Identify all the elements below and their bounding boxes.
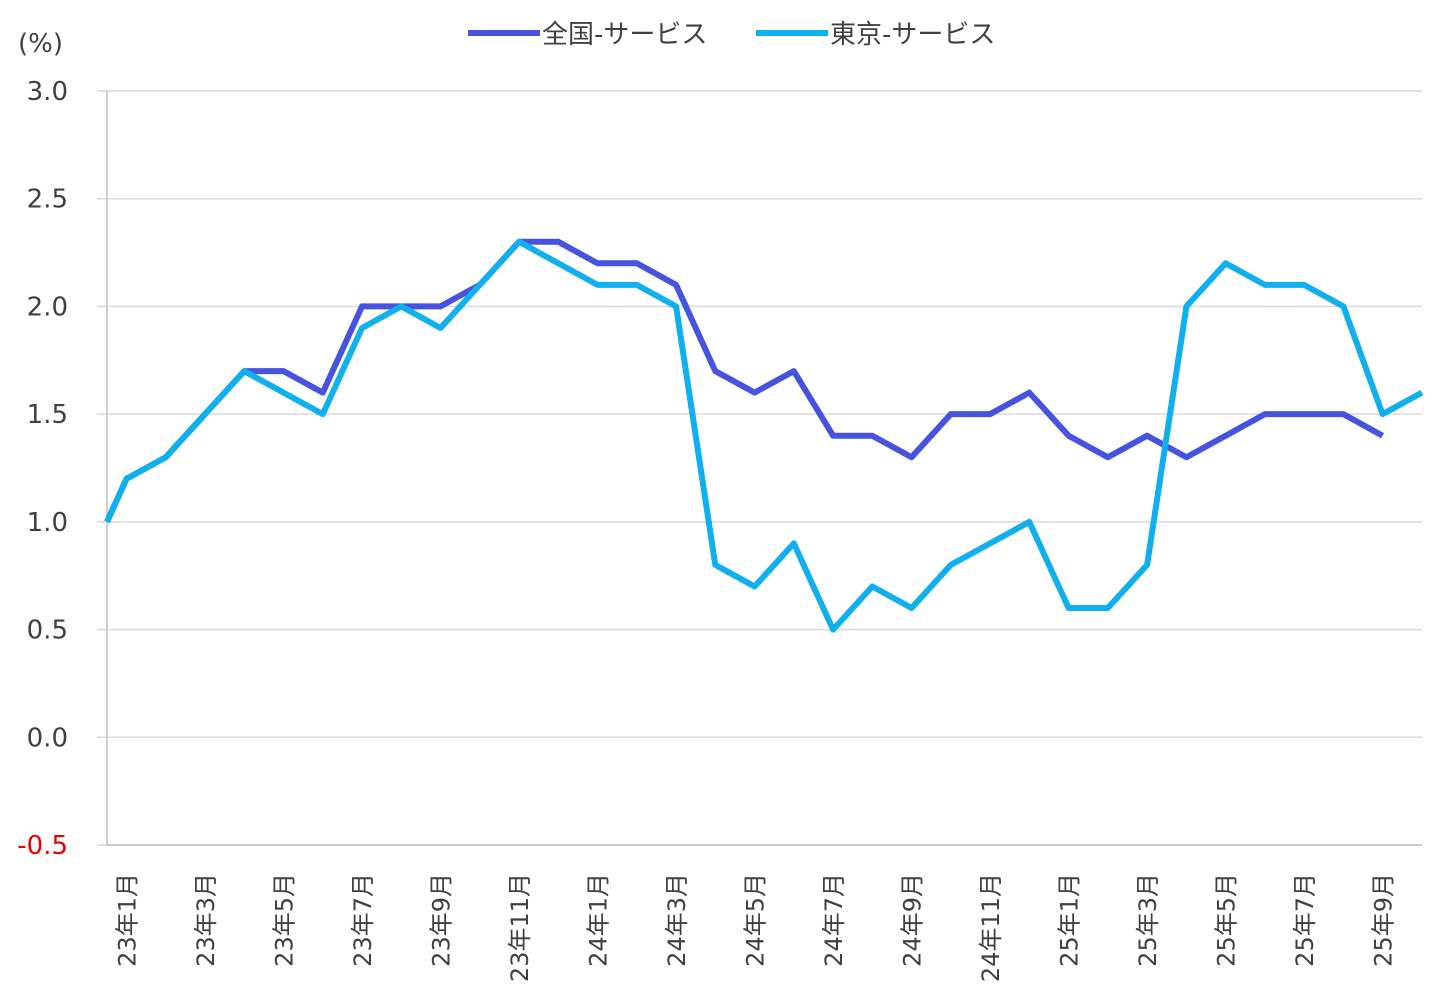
y-tick-label: 0.5 [27,616,68,646]
x-tick-label: 23年1月 [114,873,142,967]
y-tick-label: 1.5 [27,400,68,430]
x-tick-label: 23年11月 [506,873,534,982]
legend: 全国-サービス 東京-サービス [468,20,995,50]
y-tick-label: 1.0 [27,508,68,538]
x-tick-label: 24年5月 [742,873,770,967]
x-tick-label: 25年1月 [1056,873,1084,967]
y-tick-label: 2.5 [27,185,68,215]
legend-label: 全国-サービス [542,20,707,50]
y-tick-label: 0.0 [27,723,68,753]
x-tick-label: 25年5月 [1213,873,1241,967]
y-axis-ticks: 3.0 2.5 2.0 1.5 1.0 0.5 0.0 -0.5 [17,77,68,861]
y-tick-label: 3.0 [27,77,68,107]
series-lines [104,238,1424,633]
gridlines [97,90,1422,846]
x-tick-label: 23年3月 [192,873,220,967]
x-tick-label: 25年9月 [1370,873,1398,967]
x-tick-label: 24年1月 [585,873,613,967]
x-tick-label: 23年9月 [428,873,456,967]
series-line-1 [104,238,1385,524]
series-line-2 [104,238,1424,633]
x-tick-label: 23年5月 [271,873,299,967]
x-tick-label: 24年9月 [899,873,927,967]
x-tick-label: 25年3月 [1134,873,1162,967]
y-axis-unit: (%) [18,29,63,59]
y-tick-label: -0.5 [17,831,68,861]
axes [106,91,1422,846]
x-axis-ticks: 23年1月 23年3月 23年5月 23年7月 23年9月 23年11月 24年1月 24年3… [114,873,1398,982]
y-tick-label: 2.0 [27,292,68,322]
x-tick-label: 25年7月 [1291,873,1319,967]
x-tick-label: 24年7月 [820,873,848,967]
legend-label: 東京-サービス [830,20,995,50]
x-tick-label: 24年11月 [977,873,1005,982]
x-tick-label: 24年3月 [663,873,691,967]
x-tick-label: 23年7月 [349,873,377,967]
